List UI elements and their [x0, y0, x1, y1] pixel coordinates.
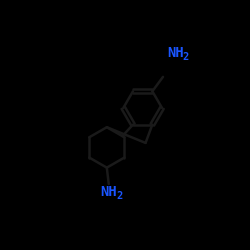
Text: 2: 2	[116, 190, 122, 200]
Text: NH: NH	[167, 46, 184, 60]
Text: NH: NH	[100, 185, 117, 199]
Text: 2: 2	[183, 52, 189, 62]
